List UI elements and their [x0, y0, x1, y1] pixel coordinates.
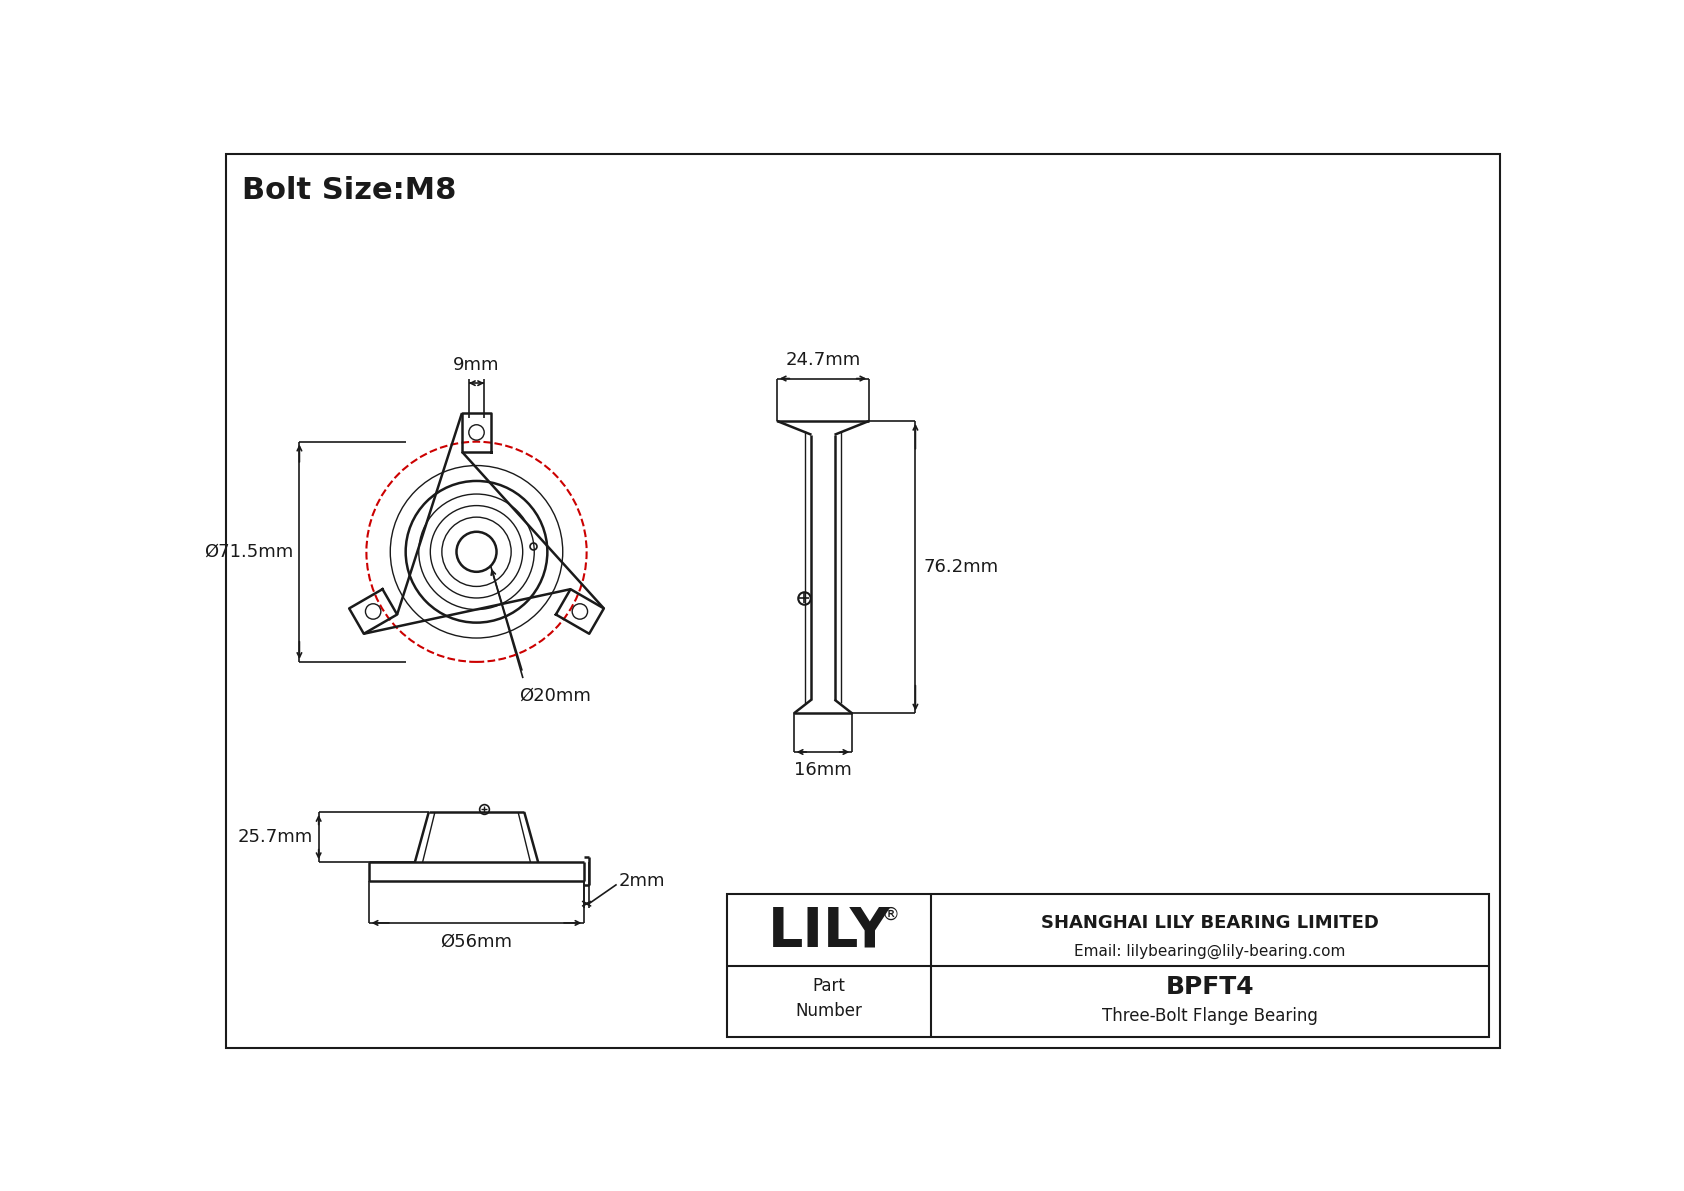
- Text: LILY: LILY: [768, 904, 891, 959]
- Text: BPFT4: BPFT4: [1165, 975, 1255, 999]
- Text: 76.2mm: 76.2mm: [923, 559, 999, 576]
- Text: Ø20mm: Ø20mm: [519, 686, 591, 705]
- Text: ®: ®: [882, 905, 899, 923]
- Text: 25.7mm: 25.7mm: [237, 828, 313, 846]
- Text: SHANGHAI LILY BEARING LIMITED: SHANGHAI LILY BEARING LIMITED: [1041, 913, 1379, 931]
- Text: Bolt Size:M8: Bolt Size:M8: [242, 176, 456, 205]
- Text: Ø56mm: Ø56mm: [441, 933, 512, 950]
- Text: Email: lilybearing@lily-bearing.com: Email: lilybearing@lily-bearing.com: [1074, 943, 1346, 959]
- Text: 24.7mm: 24.7mm: [785, 351, 861, 369]
- Text: Three-Bolt Flange Bearing: Three-Bolt Flange Bearing: [1101, 1006, 1319, 1024]
- Text: 16mm: 16mm: [795, 761, 852, 779]
- Text: 2mm: 2mm: [620, 872, 665, 890]
- Text: Part
Number: Part Number: [797, 977, 862, 1019]
- Text: Ø71.5mm: Ø71.5mm: [204, 543, 293, 561]
- Bar: [727, 894, 1489, 1037]
- Text: 9mm: 9mm: [453, 356, 500, 374]
